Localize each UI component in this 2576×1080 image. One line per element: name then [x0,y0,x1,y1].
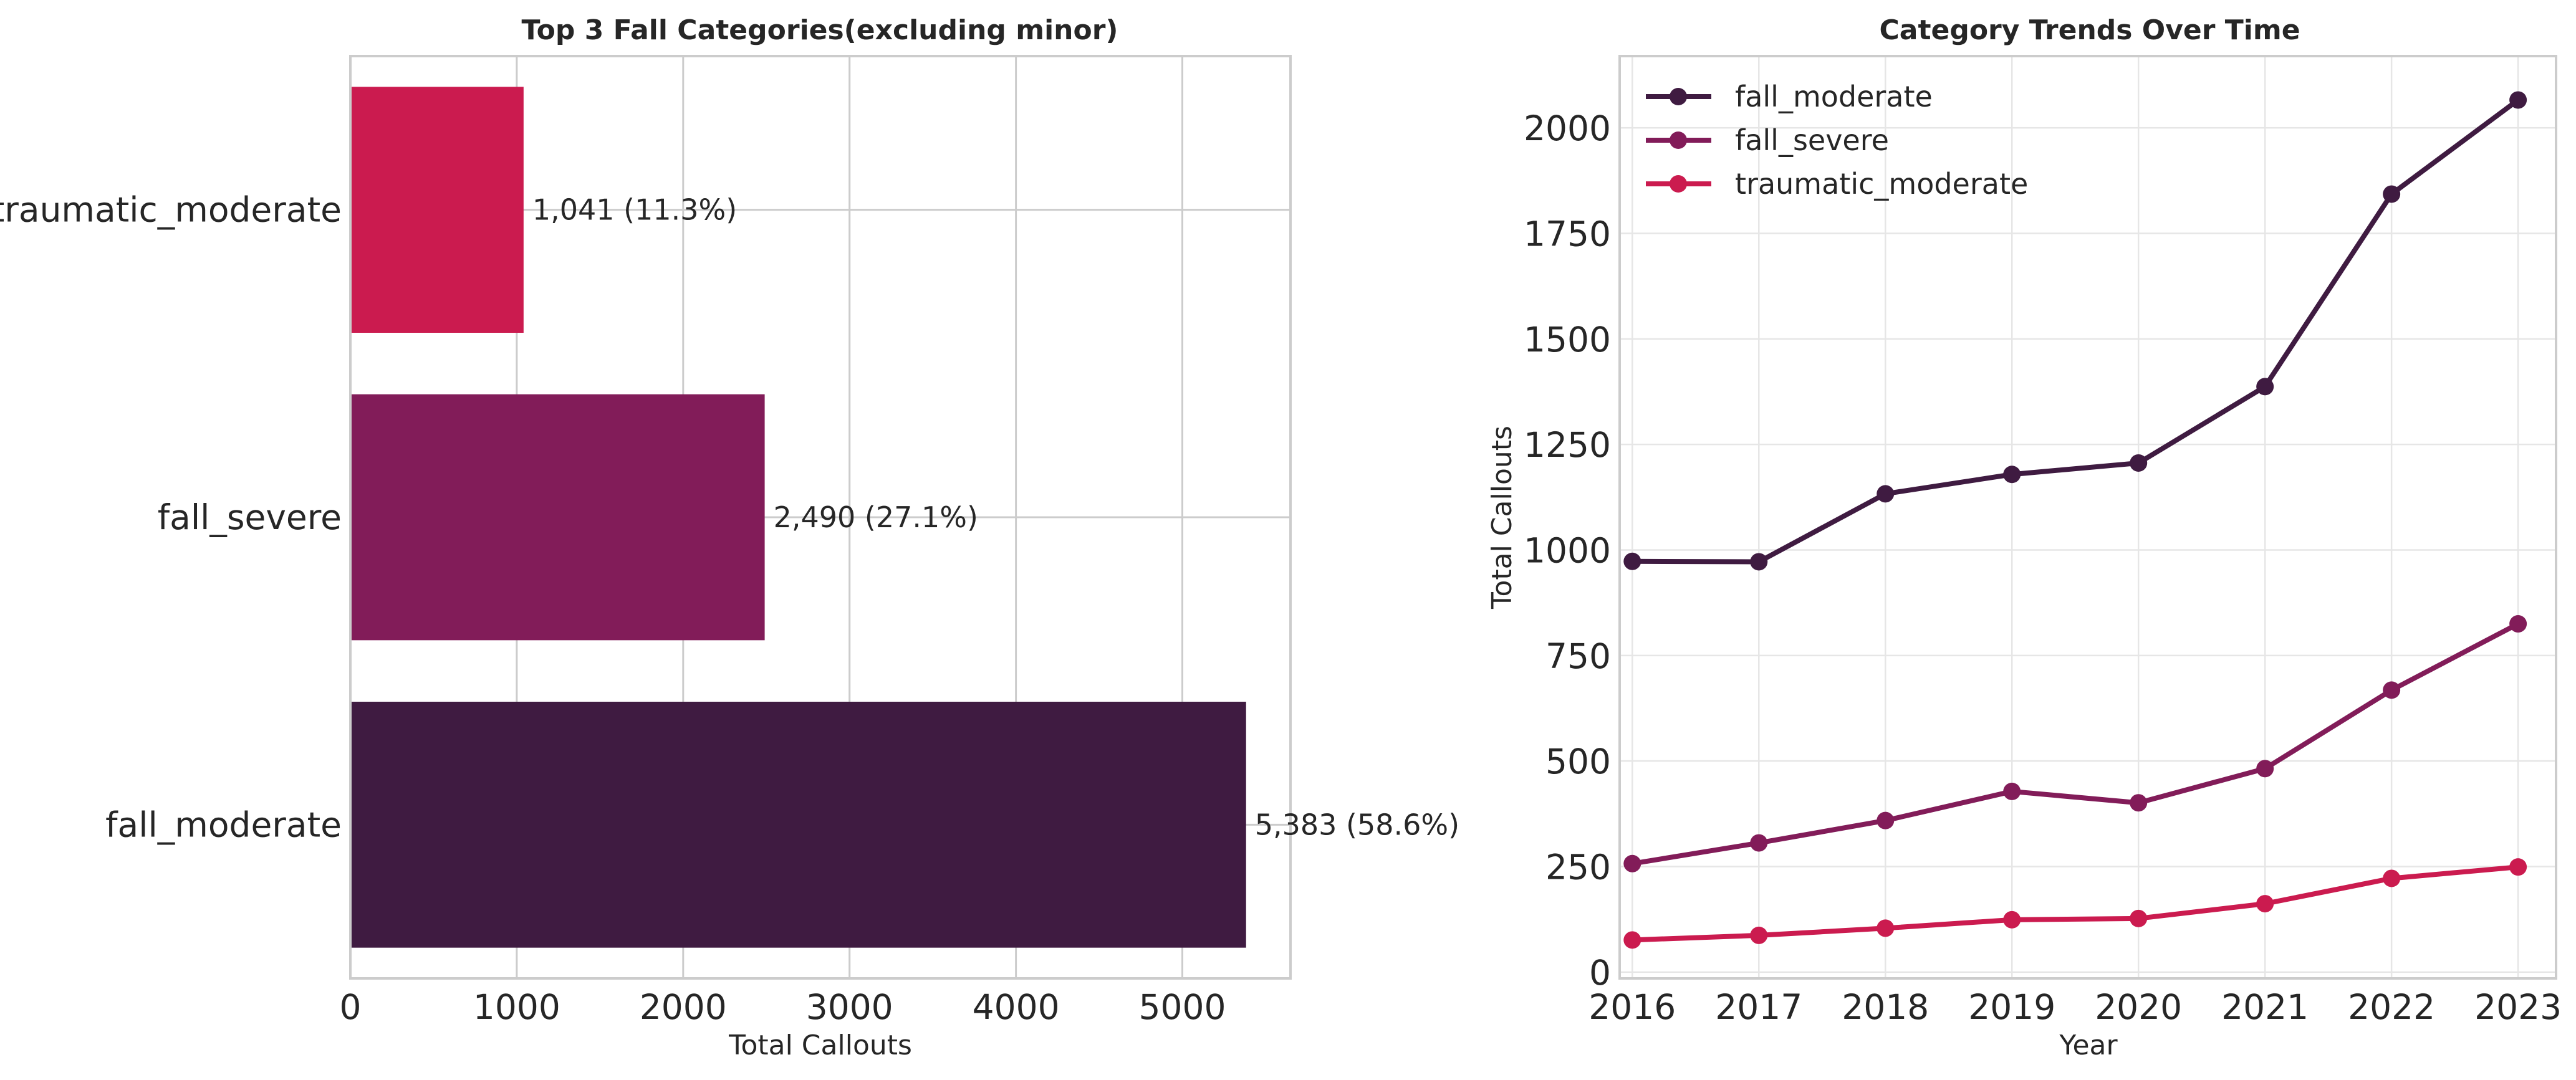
line-chart-x-tick-label: 2017 [1715,987,1802,1027]
bar-chart-x-tick-label: 4000 [973,987,1060,1027]
data-point-traumatic_moderate [1877,919,1895,937]
line-chart-y-axis-label: Total Callouts [1486,426,1518,609]
data-point-fall_severe [2509,615,2527,633]
bar-value-label: 5,383 (58.6%) [1255,808,1459,841]
bar-fall_moderate [350,702,1246,948]
series-line-traumatic_moderate [1632,864,2519,943]
bar-value-label: 1,041 (11.3%) [532,193,737,227]
data-point-traumatic_moderate [2130,909,2148,927]
legend-marker-fall_severe [1670,131,1687,149]
bar-chart-x-tick-label: 5000 [1139,987,1226,1027]
bar-chart-frame [349,55,1292,980]
data-point-fall_moderate [1877,485,1895,503]
line-chart-x-tick-label: 2016 [1588,987,1676,1027]
line-chart-y-tick-label: 750 [1545,636,1611,676]
line-chart-x-axis-label: Year [2059,1030,2118,1061]
line-chart-y-tick-label: 0 [1589,953,1611,993]
line-chart-y-tick-label: 1500 [1524,320,1611,360]
bar-chart-title: Top 3 Fall Categories(excluding minor) [521,14,1118,46]
bar-chart-x-tick-label: 2000 [640,987,727,1027]
legend-label: fall_moderate [1735,80,1933,113]
line-chart-y-tick-label: 250 [1545,848,1611,887]
data-point-traumatic_moderate [2003,910,2021,929]
bar-chart-x-axis-label: Total Callouts [728,1030,912,1061]
legend-label: fall_severe [1735,123,1889,157]
data-point-fall_moderate [1623,552,1641,570]
data-point-fall_severe [1750,834,1768,852]
bar-value-label: 2,490 (27.1%) [774,500,978,534]
line-chart-title: Category Trends Over Time [1879,14,2300,46]
line-chart-y-ticks: 0 250 500 750 1000 1250 1500 1750 2000 [1524,108,1611,993]
bar-chart-y-ticks: fall_moderate fall_severe traumatic_modera… [0,190,342,845]
series-line-fall_moderate [1632,98,2520,565]
legend-marker-traumatic_moderate [1670,175,1687,193]
data-point-fall_moderate [1750,553,1768,571]
bar-chart-x-tick-label: 3000 [806,987,893,1027]
data-point-fall_moderate [2509,91,2527,109]
bar-chart-x-tick-label: 0 [340,987,362,1027]
data-point-fall_severe [1877,811,1895,829]
line-chart-legend: fall_moderate fall_severe traumatic_modera… [1646,80,2028,201]
line-chart-x-tick-label: 2022 [2348,987,2435,1027]
line-chart-x-tick-label: 2023 [2474,987,2562,1027]
line-chart-x-tick-label: 2020 [2095,987,2182,1027]
bar-chart-bars [350,87,1246,948]
bar-chart-y-tick-label: traumatic_moderate [0,190,342,230]
bar-chart-x-ticks: 0 1000 2000 3000 4000 5000 [340,987,1226,1027]
line-chart-y-tick-label: 500 [1545,742,1611,781]
data-point-fall_moderate [2130,454,2148,472]
data-point-fall_moderate [2383,185,2401,203]
line-chart-x-tick-label: 2021 [2221,987,2309,1027]
data-point-fall_moderate [2003,466,2021,484]
line-chart-series [1623,91,2527,949]
line-chart-frame [1618,55,2557,980]
bar-chart-y-tick-label: fall_severe [158,497,342,537]
bar-chart: Top 3 Fall Categories(excluding minor) 0… [0,14,1459,1061]
data-point-traumatic_moderate [2383,869,2401,887]
data-point-fall_severe [2383,681,2401,699]
data-point-fall_severe [2256,760,2274,778]
data-point-fall_severe [2130,794,2148,812]
line-chart-y-tick-label: 1250 [1524,425,1611,465]
bar-traumatic_moderate [350,87,524,333]
data-point-fall_severe [2003,782,2021,800]
data-point-traumatic_moderate [1750,926,1768,944]
line-chart: Category Trends Over Time 2016 2017 2018 20… [1486,14,2562,1061]
bar-chart-value-labels: 5,383 (58.6%) 2,490 (27.1%) 1,041 (11.3%) [532,193,1459,842]
data-point-traumatic_moderate [1623,931,1641,949]
line-chart-x-tick-label: 2018 [1842,987,1929,1027]
legend-label: traumatic_moderate [1735,167,2028,201]
data-point-fall_severe [1623,854,1641,872]
line-chart-grid [1620,56,2556,978]
legend-marker-fall_moderate [1670,88,1687,105]
line-chart-y-tick-label: 1000 [1524,530,1611,570]
line-chart-x-ticks: 2016 2017 2018 2019 2020 2021 2022 2023 [1588,987,2562,1027]
bar-chart-y-tick-label: fall_moderate [105,805,342,844]
data-point-traumatic_moderate [2256,895,2274,913]
line-chart-x-tick-label: 2019 [1968,987,2055,1027]
bar-fall_severe [350,394,765,641]
data-point-traumatic_moderate [2509,858,2527,876]
line-chart-y-tick-label: 2000 [1524,108,1611,148]
bar-chart-x-tick-label: 1000 [473,987,560,1027]
series-line-fall_severe [1632,621,2519,866]
data-point-fall_moderate [2256,378,2274,396]
line-chart-y-tick-label: 1750 [1524,214,1611,254]
